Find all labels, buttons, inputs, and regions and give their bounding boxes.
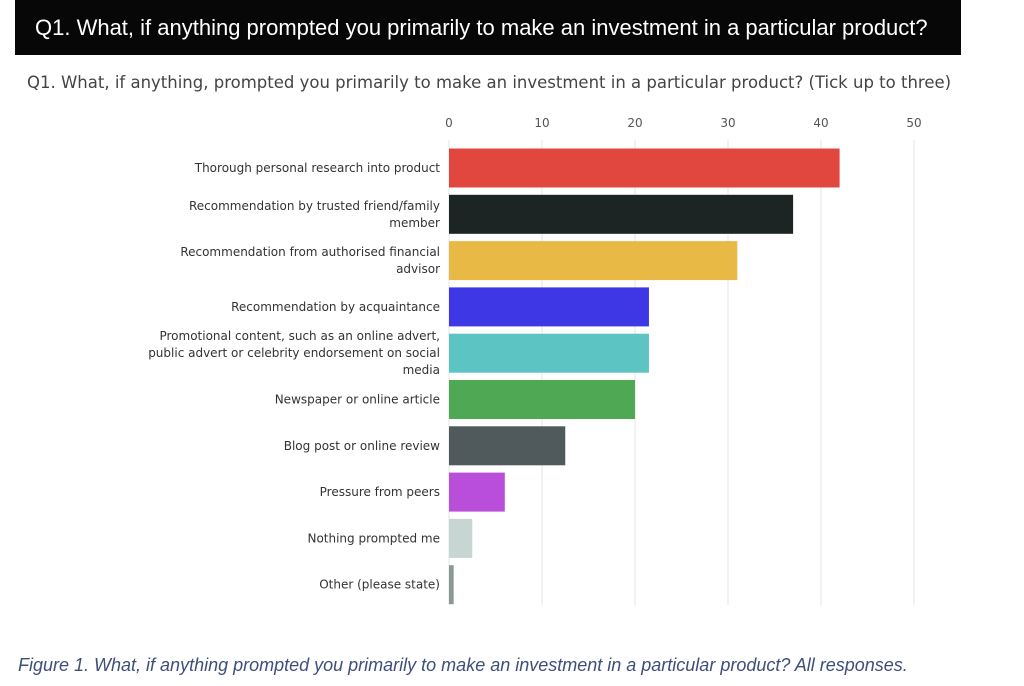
category-label: Blog post or online review [284, 439, 440, 453]
bar-10 [449, 565, 454, 605]
category-label: Recommendation by acquaintance [231, 300, 440, 314]
x-tick-label: 30 [720, 116, 735, 130]
x-tick-label: 0 [445, 116, 453, 130]
chart-title: Q1. What, if anything, prompted you prim… [27, 73, 952, 92]
category-label: Pressure from peers [320, 485, 440, 499]
bar-5 [449, 333, 649, 373]
bar-2 [449, 194, 794, 234]
x-tick-label: 40 [813, 116, 828, 130]
bar-3 [449, 241, 738, 281]
figure-caption: Figure 1. What, if anything prompted you… [18, 655, 908, 675]
category-label: Recommendation by trusted friend/family m… [189, 199, 440, 230]
bar-4 [449, 287, 649, 327]
bars [449, 148, 840, 605]
category-label: Nothing prompted me [307, 531, 440, 545]
category-label: Recommendation from authorised financial… [180, 245, 440, 276]
question-title: Q1. What, if anything prompted you prima… [35, 15, 928, 40]
question-title-bar: Q1. What, if anything prompted you prima… [15, 0, 961, 55]
x-tick-label: 50 [906, 116, 921, 130]
bar-8 [449, 472, 505, 512]
category-label: Promotional content, such as an online a… [148, 329, 440, 377]
bar-7 [449, 426, 566, 466]
category-label: Newspaper or online article [275, 393, 440, 407]
bar-9 [449, 518, 473, 558]
category-label: Thorough personal research into product [194, 161, 441, 175]
bar-1 [449, 148, 840, 188]
x-tick-label: 10 [534, 116, 549, 130]
x-axis-ticks: 0 10 20 30 40 50 [445, 116, 921, 130]
category-label: Other (please state) [319, 578, 440, 592]
category-labels: Thorough personal research into product R… [148, 161, 440, 592]
x-tick-label: 20 [627, 116, 642, 130]
bar-6 [449, 380, 635, 419]
